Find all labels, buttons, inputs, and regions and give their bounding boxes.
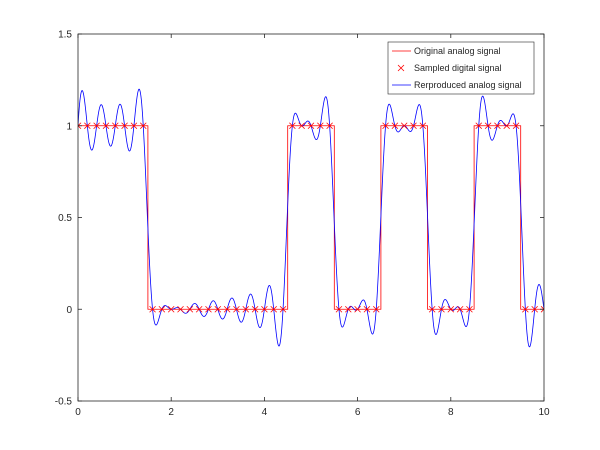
sample-point-marker	[466, 305, 473, 313]
y-tick-label: 1.5	[58, 30, 72, 41]
sample-point-marker	[149, 305, 156, 313]
sample-point-marker	[270, 305, 278, 313]
series-layer	[78, 88, 544, 348]
sample-point-marker	[335, 305, 343, 313]
sample-point-marker	[298, 122, 305, 130]
sample-point-marker	[242, 305, 250, 313]
sample-point-marker	[326, 122, 333, 130]
sample-point-marker	[344, 305, 352, 313]
legend-label-reproduced: Rerproduced analog signal	[414, 80, 522, 90]
sample-point-marker	[139, 122, 147, 130]
x-tick-label: 8	[448, 407, 454, 418]
sample-point-marker	[167, 305, 175, 313]
sample-point-marker	[121, 122, 128, 130]
legend-box	[387, 41, 535, 95]
sample-point-marker	[522, 305, 529, 313]
legend-swatch-sampled	[397, 64, 405, 72]
sample-point-marker	[279, 305, 287, 313]
sample-point-marker	[84, 122, 91, 130]
sample-point-marker	[512, 122, 520, 130]
sample-point-marker	[456, 305, 464, 313]
legend-label-sampled: Sampled digital signal	[414, 63, 502, 73]
sample-point-marker	[400, 122, 408, 130]
x-tick-label: 6	[355, 407, 361, 418]
sample-point-marker	[428, 305, 436, 313]
y-tick-label: 0.5	[58, 213, 72, 224]
sample-point-marker	[205, 305, 212, 313]
sample-point-marker	[382, 122, 389, 130]
sample-point-marker	[503, 122, 511, 130]
y-tick-label: 0	[66, 305, 72, 316]
sample-point-marker	[354, 305, 361, 313]
sample-point-marker	[78, 122, 82, 130]
sample-point-marker	[307, 122, 315, 130]
sample-point-marker	[419, 122, 427, 130]
legend-label-original: Original analog signal	[414, 46, 501, 56]
sample-point-marker	[102, 122, 110, 130]
sample-point-marker	[177, 305, 184, 313]
sample-point-marker	[410, 122, 417, 130]
sample-point-marker	[223, 305, 231, 313]
sample-point-marker	[494, 122, 501, 130]
y-tick-label: 1	[66, 121, 72, 132]
x-tick-label: 2	[168, 407, 174, 418]
plot-area	[78, 34, 544, 401]
sample-point-marker	[93, 122, 100, 130]
y-tick-label: -0.5	[55, 397, 73, 408]
sample-point-marker	[195, 305, 203, 313]
sample-point-marker	[475, 122, 483, 130]
sample-point-marker	[186, 305, 194, 313]
sample-point-marker	[447, 305, 455, 313]
sample-point-marker	[251, 305, 259, 313]
sample-point-marker	[214, 305, 222, 313]
sample-point-marker	[317, 122, 324, 130]
sample-point-marker	[484, 122, 492, 130]
sample-point-marker	[531, 305, 538, 313]
sample-point-marker	[261, 305, 268, 313]
sample-point-marker	[233, 305, 240, 313]
sample-point-marker	[372, 305, 380, 313]
legend: Original analog signal Sampled digital s…	[387, 41, 535, 95]
sample-point-marker	[363, 305, 371, 313]
sample-point-marker	[391, 122, 399, 130]
sample-point-marker	[158, 305, 166, 313]
ticks-layer: 0 2 4 6 8 10-0.500.511.5	[55, 30, 550, 419]
sample-point-marker	[540, 305, 544, 313]
sample-point-marker	[111, 122, 119, 130]
x-tick-label: 10	[538, 407, 550, 418]
x-tick-label: 4	[262, 407, 268, 418]
sample-point-marker	[289, 122, 296, 130]
x-tick-label: 0	[75, 407, 81, 418]
sample-point-marker	[130, 122, 138, 130]
sample-point-marker	[438, 305, 445, 313]
